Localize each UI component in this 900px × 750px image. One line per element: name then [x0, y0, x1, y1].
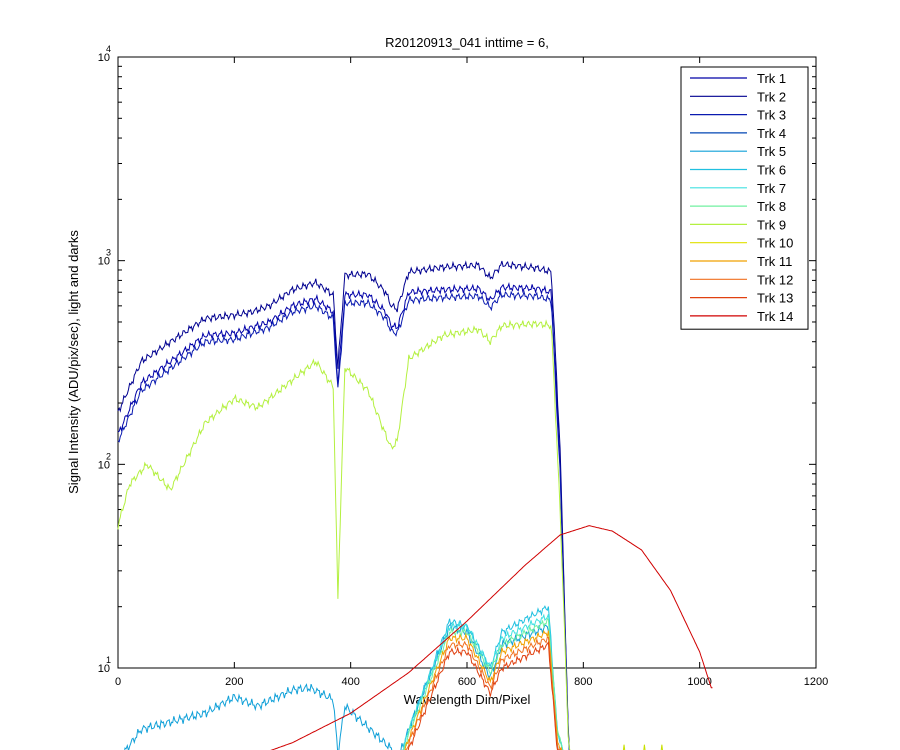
legend-label: Trk 9 — [757, 217, 786, 232]
legend-label: Trk 2 — [757, 89, 786, 104]
y-tick-label-base: 10 — [98, 52, 110, 64]
x-axis-label: Wavelength Dim/Pixel — [404, 692, 531, 707]
series-line-12 — [404, 636, 561, 750]
legend-label: Trk 12 — [757, 272, 793, 287]
series-line-8 — [402, 617, 563, 750]
legend-label: Trk 8 — [757, 199, 786, 214]
legend-label: Trk 3 — [757, 108, 786, 123]
legend-label: Trk 11 — [757, 254, 792, 269]
legend-label: Trk 13 — [757, 291, 793, 306]
y-tick-label-exponent: 4 — [106, 44, 111, 54]
legend-label: Trk 10 — [757, 236, 793, 251]
y-tick-label-exponent: 3 — [106, 248, 111, 258]
x-tick-label: 200 — [225, 676, 243, 688]
legend-label: Trk 6 — [757, 163, 786, 178]
x-tick-label: 800 — [574, 676, 592, 688]
emission-peak — [622, 744, 626, 750]
x-tick-label: 1000 — [687, 676, 711, 688]
y-tick-label-exponent: 2 — [106, 451, 111, 461]
series-line-3 — [117, 289, 570, 750]
series-line-2 — [117, 260, 570, 750]
series-line-13 — [407, 640, 560, 750]
y-tick-label-exponent: 1 — [106, 655, 111, 665]
legend-box — [680, 66, 809, 330]
series-line-14 — [270, 525, 713, 750]
y-axis-label: Signal Intensity (ADU/pix/sec), light an… — [66, 230, 81, 494]
x-tick-label: 600 — [458, 676, 476, 688]
series-line-9 — [117, 319, 571, 750]
x-tick-label: 1200 — [804, 676, 828, 688]
x-tick-label: 0 — [115, 676, 121, 688]
legend-label: Trk 14 — [757, 309, 793, 324]
emission-peak — [660, 744, 663, 750]
legend: Trk 1 Trk 2 Trk 3 Trk 4 Trk 5 Trk 6 Trk 7 Trk 8… — [680, 66, 809, 330]
legend-label: Trk 5 — [757, 144, 786, 159]
legend-label: Trk 7 — [757, 181, 786, 196]
x-tick-label: 400 — [341, 676, 359, 688]
legend-label: Trk 4 — [757, 126, 786, 141]
y-tick-label-base: 10 — [98, 459, 110, 471]
chart-title: R20120913_041 inttime = 6, — [385, 35, 549, 50]
legend-label: Trk 1 — [757, 71, 786, 86]
y-tick-label-base: 10 — [98, 663, 110, 675]
y-tick-label-base: 10 — [98, 256, 110, 268]
series-line-11 — [404, 629, 563, 750]
series-line-1 — [117, 281, 570, 750]
emission-peak — [643, 744, 646, 750]
